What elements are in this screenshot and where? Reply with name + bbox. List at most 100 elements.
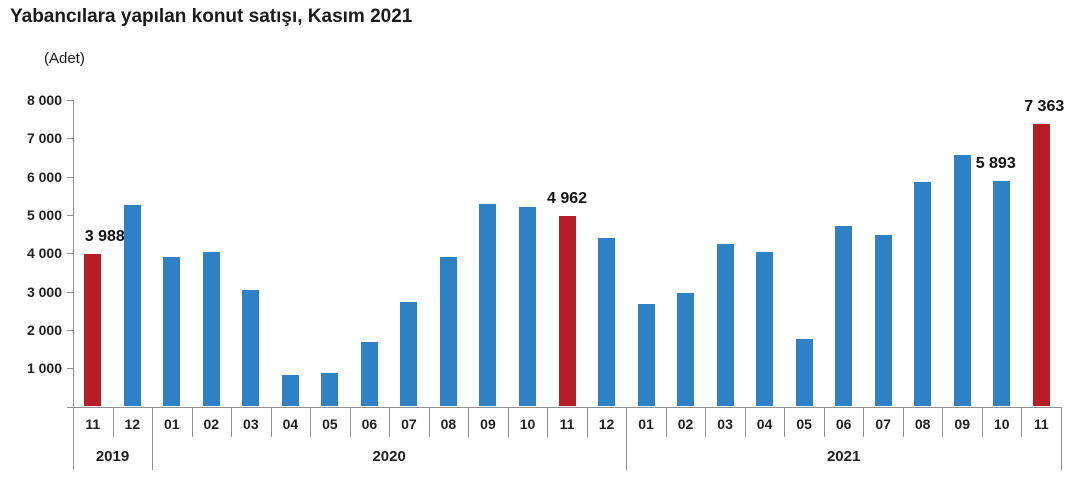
y-tick-label: 1 000	[26, 360, 62, 377]
month-tick	[428, 406, 430, 437]
unit-label: (Adet)	[44, 50, 85, 67]
y-tick	[67, 214, 73, 216]
bar-2020-11	[558, 216, 576, 407]
bar-2020-06	[360, 342, 378, 407]
bar-value-label-2021-11: 7 363	[1024, 98, 1065, 116]
month-label-2021-10: 10	[993, 416, 1010, 432]
bar-2019-12	[123, 204, 141, 407]
y-axis-line	[73, 100, 74, 407]
bar-2021-10	[993, 180, 1011, 407]
month-tick	[507, 406, 509, 437]
month-label-2021-08: 08	[914, 416, 931, 432]
month-tick	[705, 406, 707, 437]
y-tick-label: 7 000	[26, 130, 62, 147]
y-tick-label: 2 000	[26, 321, 62, 338]
month-label-2020-11: 11	[559, 416, 575, 432]
year-separator	[152, 406, 154, 470]
month-tick	[191, 406, 193, 437]
y-tick-label: 8 000	[26, 92, 62, 108]
month-tick	[823, 406, 825, 437]
year-separator	[1061, 406, 1062, 470]
year-separator	[626, 406, 628, 470]
y-tick-label: 4 000	[26, 245, 62, 262]
bar-2020-04	[281, 375, 299, 407]
month-label-2020-01: 01	[164, 416, 180, 432]
month-label-2020-09: 09	[480, 416, 496, 432]
month-tick	[310, 406, 312, 437]
bar-2021-08	[914, 182, 932, 407]
month-label-2021-11: 11	[1033, 416, 1049, 432]
bar-2021-09	[953, 154, 971, 407]
bar-2020-08	[439, 257, 457, 407]
year-label-2021: 2021	[826, 448, 861, 465]
month-label-2020-03: 03	[243, 416, 259, 432]
month-label-2021-09: 09	[954, 416, 970, 432]
month-label-2021-02: 02	[677, 416, 694, 432]
bar-value-label-2021-10: 5 893	[975, 154, 1016, 172]
month-label-2021-03: 03	[717, 416, 733, 432]
y-tick-label: 6 000	[26, 168, 62, 185]
bar-2021-05	[795, 338, 813, 407]
x-axis-line	[67, 406, 1061, 408]
bar-2020-03	[242, 289, 260, 407]
bar-2020-02	[202, 252, 220, 407]
bar-2020-01	[163, 257, 181, 407]
month-tick	[1021, 406, 1023, 437]
bar-2021-11	[1032, 124, 1050, 407]
month-tick	[349, 406, 351, 437]
bar-2020-07	[400, 302, 418, 407]
y-tick	[67, 291, 73, 293]
bar-2019-11	[84, 253, 102, 407]
bar-value-label-2019-11: 3 988	[84, 227, 125, 245]
month-tick	[112, 406, 114, 437]
bar-2021-04	[756, 252, 774, 407]
month-label-2020-10: 10	[519, 416, 536, 432]
y-tick	[67, 100, 73, 101]
month-label-2019-11: 11	[85, 416, 101, 432]
month-tick	[231, 406, 233, 437]
month-tick	[902, 406, 904, 437]
bar-2020-05	[321, 373, 339, 407]
year-separator	[73, 406, 74, 470]
y-tick-label: 3 000	[26, 283, 62, 300]
bar-2021-02	[677, 292, 695, 407]
month-label-2021-01: 01	[638, 416, 654, 432]
month-tick	[389, 406, 391, 437]
bar-2020-10	[518, 206, 536, 407]
month-label-2021-07: 07	[875, 416, 891, 432]
bar-2021-06	[835, 225, 853, 407]
bar-2021-07	[874, 234, 892, 407]
page-title: Yabancılara yapılan konut satışı, Kasım …	[10, 6, 413, 27]
bar-2020-09	[479, 204, 497, 407]
month-tick	[665, 406, 667, 437]
bar-2021-01	[637, 304, 655, 407]
y-tick	[67, 138, 73, 140]
month-tick	[586, 406, 588, 437]
month-label-2020-12: 12	[598, 416, 615, 432]
bar-2021-03	[716, 244, 734, 407]
month-tick	[942, 406, 944, 437]
y-tick	[67, 329, 73, 331]
month-tick	[547, 406, 549, 437]
year-label-2020: 2020	[372, 448, 406, 465]
y-tick	[67, 253, 73, 255]
month-label-2020-07: 07	[401, 416, 417, 432]
y-tick	[67, 368, 73, 370]
month-tick	[863, 406, 865, 437]
month-label-2021-05: 05	[796, 416, 812, 432]
bar-value-label-2020-11: 4 962	[546, 190, 588, 208]
month-label-2020-04: 04	[282, 416, 299, 432]
month-tick	[270, 406, 272, 437]
month-tick	[981, 406, 983, 437]
y-tick-label: 5 000	[26, 206, 62, 223]
month-label-2019-12: 12	[124, 416, 141, 432]
month-label-2020-06: 06	[361, 416, 378, 432]
month-label-2020-02: 02	[203, 416, 220, 432]
month-tick	[468, 406, 470, 437]
month-label-2020-05: 05	[322, 416, 338, 432]
month-label-2020-08: 08	[440, 416, 457, 432]
year-label-2019: 2019	[95, 448, 130, 465]
month-tick	[784, 406, 786, 437]
month-label-2021-04: 04	[756, 416, 773, 432]
